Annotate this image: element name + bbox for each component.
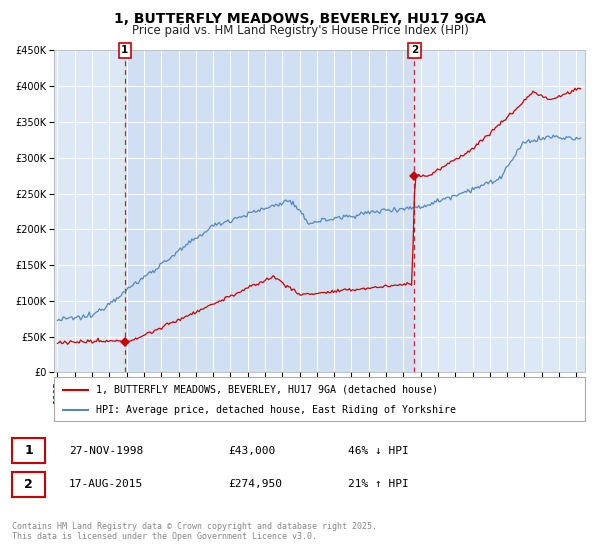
Text: HPI: Average price, detached house, East Riding of Yorkshire: HPI: Average price, detached house, East…: [97, 405, 457, 415]
Text: 1, BUTTERFLY MEADOWS, BEVERLEY, HU17 9GA: 1, BUTTERFLY MEADOWS, BEVERLEY, HU17 9GA: [114, 12, 486, 26]
Text: 1: 1: [121, 45, 128, 55]
Text: 21% ↑ HPI: 21% ↑ HPI: [348, 479, 409, 489]
Text: 1: 1: [24, 444, 33, 458]
Text: 27-NOV-1998: 27-NOV-1998: [69, 446, 143, 456]
Text: 17-AUG-2015: 17-AUG-2015: [69, 479, 143, 489]
Bar: [125, 50, 414, 372]
Text: £43,000: £43,000: [228, 446, 275, 456]
Text: 1, BUTTERFLY MEADOWS, BEVERLEY, HU17 9GA (detached house): 1, BUTTERFLY MEADOWS, BEVERLEY, HU17 9GA…: [97, 385, 439, 395]
Text: 2: 2: [24, 478, 33, 491]
Text: £274,950: £274,950: [228, 479, 282, 489]
Text: Contains HM Land Registry data © Crown copyright and database right 2025.
This d: Contains HM Land Registry data © Crown c…: [12, 522, 377, 542]
Text: Price paid vs. HM Land Registry's House Price Index (HPI): Price paid vs. HM Land Registry's House …: [131, 24, 469, 36]
Text: 2: 2: [410, 45, 418, 55]
Text: 46% ↓ HPI: 46% ↓ HPI: [348, 446, 409, 456]
